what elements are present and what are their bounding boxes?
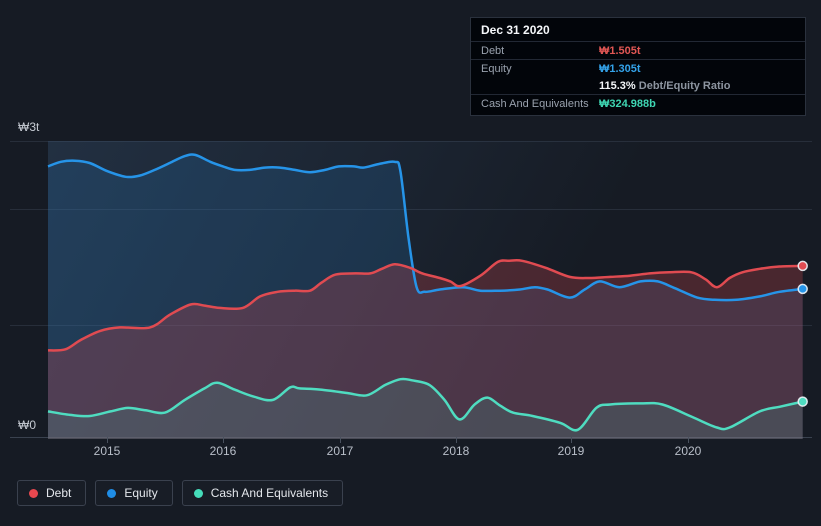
equity-endpoint-dot[interactable] [797, 283, 808, 295]
tooltip-row-debt: Debt ₩1.505t [471, 42, 805, 59]
x-axis-line [10, 437, 812, 438]
equity-series-dot-icon [107, 488, 117, 498]
x-tick-2017 [340, 437, 341, 443]
debt-endpoint-dot[interactable] [797, 260, 808, 272]
tooltip-date: Dec 31 2020 [481, 23, 550, 37]
tooltip-cash-value: ₩324.988b [599, 98, 656, 110]
x-tick-2016 [223, 437, 224, 443]
tooltip-equity-label: Equity [481, 63, 512, 75]
x-axis-label-2015: 2015 [93, 444, 121, 458]
tooltip-ratio-value: 115.3% [599, 80, 636, 92]
x-tick-2020 [688, 437, 689, 443]
debt-equity-history-chart[interactable] [47, 138, 808, 439]
cash-series-dot-icon [193, 488, 203, 498]
legend-label-debt: Debt [46, 486, 72, 500]
tooltip-row-equity: Equity ₩1.305t [471, 60, 805, 77]
tooltip-ratio: 115.3% Debt/Equity Ratio [599, 80, 730, 92]
x-axis-label-2020: 2020 [674, 444, 702, 458]
chart-tooltip: Dec 31 2020 Debt ₩1.505t Equity ₩1.305t … [470, 17, 806, 116]
gridline-mid-lower [10, 325, 812, 326]
x-tick-2019 [571, 437, 572, 443]
x-axis-label-2017: 2017 [326, 444, 354, 458]
y-axis-max-label: ₩3t [18, 120, 40, 134]
chart-legend: Debt Equity Cash And Equivalents [17, 480, 344, 506]
cash-and-equivalents-line[interactable] [47, 377, 803, 432]
legend-toggle-equity[interactable]: Equity [95, 480, 173, 506]
cash-and-equivalents-area-fill [48, 378, 803, 439]
equity-line[interactable] [47, 153, 803, 302]
tooltip-cash-label: Cash And Equivalents [481, 98, 589, 110]
x-axis-label-2016: 2016 [209, 444, 237, 458]
tooltip-equity-value: ₩1.305t [599, 63, 641, 75]
y-axis-zero-label: ₩0 [18, 418, 36, 432]
x-axis-label-2018: 2018 [442, 444, 470, 458]
tooltip-divider [471, 59, 805, 60]
tooltip-debt-label: Debt [481, 45, 505, 57]
debt-area-fill [48, 260, 803, 439]
x-axis-label-2019: 2019 [557, 444, 585, 458]
gridline-top [10, 141, 812, 142]
legend-toggle-cash[interactable]: Cash And Equivalents [181, 480, 344, 506]
legend-toggle-debt[interactable]: Debt [17, 480, 87, 506]
x-tick-2015 [107, 437, 108, 443]
tooltip-ratio-label: Debt/Equity Ratio [635, 80, 731, 92]
tooltip-divider [471, 94, 805, 95]
tooltip-row-cash: Cash And Equivalents ₩324.988b [471, 95, 805, 115]
x-tick-2018 [456, 437, 457, 443]
legend-label-cash: Cash And Equivalents [210, 486, 329, 500]
equity-area-fill [48, 154, 803, 439]
gridline-mid-upper [10, 209, 812, 210]
cash-and-equivalents-endpoint-dot[interactable] [797, 396, 808, 407]
debt-line[interactable] [47, 258, 803, 352]
tooltip-row-ratio: 115.3% Debt/Equity Ratio [471, 77, 805, 94]
legend-label-equity: Equity [124, 486, 158, 500]
tooltip-debt-value: ₩1.505t [599, 45, 641, 57]
tooltip-divider [471, 41, 805, 42]
debt-series-dot-icon [29, 488, 38, 498]
